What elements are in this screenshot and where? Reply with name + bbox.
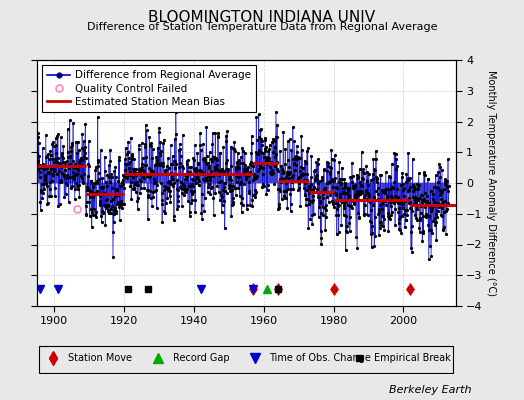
Text: Record Gap: Record Gap xyxy=(173,354,230,363)
Text: Station Move: Station Move xyxy=(68,354,132,363)
Text: Difference of Station Temperature Data from Regional Average: Difference of Station Temperature Data f… xyxy=(87,22,437,32)
Text: Time of Obs. Change: Time of Obs. Change xyxy=(269,354,371,363)
Text: BLOOMINGTON INDIANA UNIV: BLOOMINGTON INDIANA UNIV xyxy=(148,10,376,25)
Text: Berkeley Earth: Berkeley Earth xyxy=(389,385,472,395)
Y-axis label: Monthly Temperature Anomaly Difference (°C): Monthly Temperature Anomaly Difference (… xyxy=(486,70,496,296)
Text: Empirical Break: Empirical Break xyxy=(374,354,451,363)
Legend: Difference from Regional Average, Quality Control Failed, Estimated Station Mean: Difference from Regional Average, Qualit… xyxy=(42,65,256,112)
